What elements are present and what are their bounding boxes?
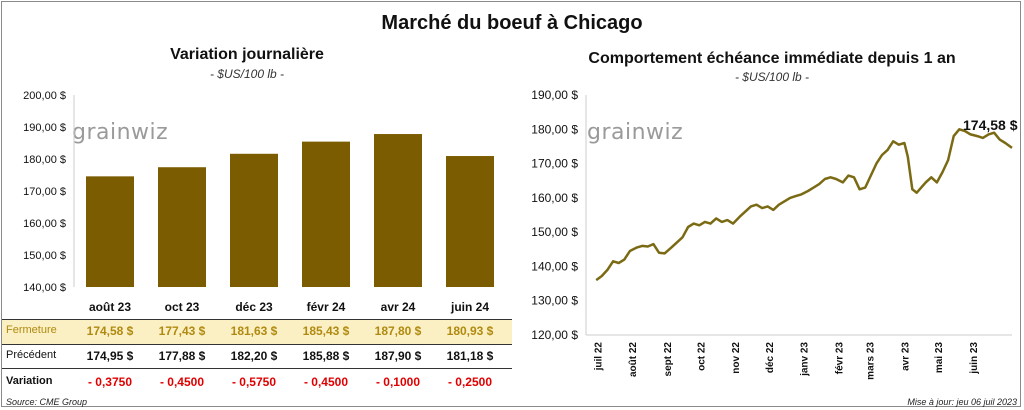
left-watermark: grainwiz — [72, 120, 169, 145]
fermeture-cell: 177,43 $ — [158, 324, 206, 338]
line-ytick-label: 180,00 $ — [531, 122, 578, 136]
line-xtick-label: août 22 — [628, 342, 639, 377]
bar-category-label: avr 24 — [381, 300, 416, 314]
variation-cell: - 0,4500 — [159, 375, 205, 389]
variation-label: Variation — [6, 375, 53, 387]
line-ytick-label: 170,00 $ — [531, 157, 578, 171]
precedent-cell: 187,90 $ — [374, 349, 422, 363]
bar-0 — [86, 176, 134, 287]
precedent-cell: 177,88 $ — [158, 349, 206, 363]
precedent-cell: 174,95 $ — [86, 349, 134, 363]
line-ytick-label: 130,00 $ — [531, 294, 578, 308]
bar-ytick-label: 160,00 $ — [23, 218, 66, 230]
line-xtick-label: févr 23 — [834, 342, 845, 375]
update-note: Mise à jour: jeu 06 juil 2023 — [907, 397, 1017, 407]
left-chart-unit: - $US/100 lb - — [209, 67, 285, 81]
bar-4 — [374, 134, 422, 287]
precedent-cell: 185,88 $ — [302, 349, 350, 363]
bar-5 — [446, 156, 494, 287]
precedent-cell: 181,18 $ — [446, 349, 494, 363]
variation-cell: - 0,5750 — [231, 375, 277, 389]
fermeture-cell: 174,58 $ — [86, 324, 134, 338]
fermeture-label: Fermeture — [6, 324, 57, 336]
variation-cell: - 0,4500 — [303, 375, 349, 389]
price-series-line — [595, 128, 1013, 282]
line-xtick-label: nov 22 — [731, 342, 742, 374]
fermeture-cell: 180,93 $ — [446, 324, 494, 338]
bar-ytick-label: 170,00 $ — [23, 186, 66, 198]
bar-ytick-label: 150,00 $ — [23, 250, 66, 262]
line-ytick-label: 190,00 $ — [531, 88, 578, 102]
right-chart-unit: - $US/100 lb - — [734, 70, 810, 84]
line-ytick-label: 140,00 $ — [531, 259, 578, 273]
table-divider — [2, 368, 512, 369]
main-title: Marché du boeuf à Chicago — [381, 12, 643, 34]
line-xtick-label: déc 22 — [765, 342, 776, 374]
left-bar-chart: 140,00 $ 150,00 $ 160,00 $ 170,00 $ 180,00 $… — [23, 90, 494, 314]
right-watermark: grainwiz — [587, 120, 684, 145]
variation-cell: - 0,3750 — [87, 375, 133, 389]
variation-cell: - 0,1000 — [375, 375, 421, 389]
bar-category-label: juin 24 — [450, 300, 489, 314]
fermeture-cell: 187,80 $ — [374, 324, 422, 338]
right-line-chart: 120,00 $ 130,00 $ 140,00 $ 150,00 $ 160,00 $… — [531, 88, 1018, 380]
bar-category-label: oct 23 — [165, 300, 200, 314]
bar-category-label: août 23 — [89, 300, 131, 314]
bar-1 — [158, 167, 206, 287]
bar-ytick-label: 200,00 $ — [23, 90, 66, 102]
right-chart-title: Comportement échéance immédiate depuis 1… — [588, 50, 956, 67]
line-xtick-label: avr 23 — [900, 342, 911, 371]
fermeture-row — [2, 319, 512, 345]
bar-ytick-label: 180,00 $ — [23, 154, 66, 166]
line-xtick-label: sept 22 — [663, 342, 674, 377]
line-ytick-label: 160,00 $ — [531, 191, 578, 205]
bar-category-label: déc 23 — [235, 300, 273, 314]
fermeture-cell: 185,43 $ — [302, 324, 350, 338]
bar-category-label: févr 24 — [307, 300, 346, 314]
source-note: Source: CME Group — [6, 397, 88, 407]
line-ytick-label: 120,00 $ — [531, 328, 578, 342]
line-xtick-label: oct 22 — [696, 342, 707, 371]
variation-cell: - 0,2500 — [447, 375, 493, 389]
last-price-label: 174,58 $ — [963, 117, 1018, 133]
line-xtick-label: juin 23 — [969, 342, 980, 375]
bar-3 — [302, 141, 350, 287]
precedent-label: Précédent — [6, 349, 57, 361]
line-xtick-label: mai 23 — [934, 342, 945, 374]
line-ytick-label: 150,00 $ — [531, 225, 578, 239]
bar-ytick-label: 190,00 $ — [23, 122, 66, 134]
precedent-cell: 182,20 $ — [230, 349, 278, 363]
line-xtick-label: mars 23 — [866, 342, 877, 380]
fermeture-cell: 181,63 $ — [230, 324, 278, 338]
line-xtick-label: janv 23 — [800, 342, 811, 377]
bar-ytick-label: 140,00 $ — [23, 282, 66, 294]
left-chart-title: Variation journalière — [170, 46, 324, 63]
line-xtick-label: juil 22 — [593, 342, 604, 372]
bar-2 — [230, 153, 278, 287]
